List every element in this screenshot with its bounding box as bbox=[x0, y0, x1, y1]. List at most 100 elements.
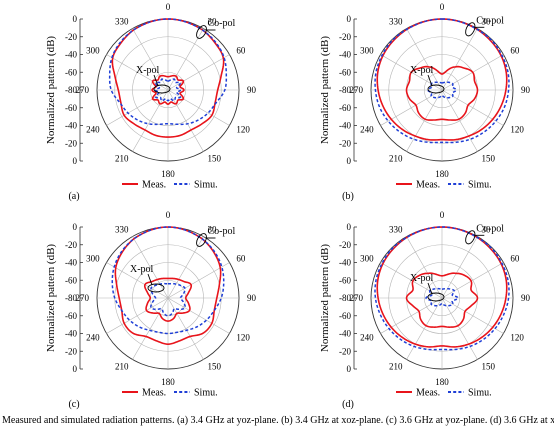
radial-tick-label: -80 bbox=[339, 85, 351, 95]
radial-tick-label: 0 bbox=[347, 14, 352, 24]
radial-tick-label: -60 bbox=[65, 103, 77, 113]
simu-x-pol-curve bbox=[154, 78, 182, 102]
x-pol-label: X-pol bbox=[410, 273, 434, 284]
radial-tick-label: -20 bbox=[339, 240, 351, 250]
radial-tick-label: -80 bbox=[65, 85, 77, 95]
grid-spoke bbox=[167, 89, 230, 126]
legend-meas-label: Meas. bbox=[416, 180, 440, 191]
radial-tick-label: -20 bbox=[339, 32, 351, 42]
co-pol-marker bbox=[465, 230, 476, 245]
grid-spoke bbox=[441, 297, 504, 334]
x-pol-label: X-pol bbox=[136, 65, 160, 76]
radial-tick-label: -60 bbox=[65, 275, 77, 285]
angle-tick-label: 180 bbox=[435, 169, 449, 179]
grid-spoke bbox=[132, 89, 169, 152]
grid-spoke bbox=[132, 297, 169, 360]
angle-tick-label: 330 bbox=[389, 17, 403, 27]
grid-spoke bbox=[441, 262, 504, 299]
angle-tick-label: 120 bbox=[236, 333, 250, 343]
radial-tick-label: -60 bbox=[65, 311, 77, 321]
angle-tick-label: 120 bbox=[510, 333, 524, 343]
co-pol-label: Co-pol bbox=[208, 226, 236, 237]
legend-meas-label: Meas. bbox=[142, 388, 166, 399]
angle-tick-label: 210 bbox=[115, 361, 129, 371]
angle-tick-label: 120 bbox=[510, 125, 524, 135]
angle-tick-label: 300 bbox=[86, 254, 100, 264]
simu-co-pol-curve bbox=[374, 18, 510, 144]
co-pol-marker bbox=[196, 25, 207, 39]
meas-x-pol-curve bbox=[405, 272, 479, 328]
co-pol-label: Co-pol bbox=[476, 223, 504, 234]
x-pol-arrow bbox=[153, 74, 159, 87]
simu-x-pol-curve bbox=[150, 282, 186, 317]
angle-tick-label: 330 bbox=[115, 17, 129, 27]
angle-tick-label: 90 bbox=[247, 85, 257, 95]
grid-spoke bbox=[167, 297, 204, 360]
radial-tick-label: -60 bbox=[339, 67, 351, 77]
grid-spoke bbox=[132, 28, 169, 91]
panel-label: (d) bbox=[342, 399, 354, 410]
radial-tick-label: 0 bbox=[347, 364, 352, 374]
angle-tick-label: 30 bbox=[482, 225, 492, 235]
grid-spoke bbox=[380, 297, 443, 334]
grid-spoke bbox=[167, 262, 230, 299]
grid-spoke bbox=[406, 89, 443, 152]
co-pol-marker bbox=[465, 22, 476, 37]
angle-tick-label: 240 bbox=[86, 125, 100, 135]
radial-tick-label: 0 bbox=[347, 156, 352, 166]
angle-tick-label: 60 bbox=[510, 46, 520, 56]
x-pol-arrow bbox=[427, 282, 433, 295]
radial-tick-label: -20 bbox=[339, 138, 351, 148]
y-axis-label: Normalized pattern (dB) bbox=[319, 36, 331, 144]
angle-tick-label: 150 bbox=[208, 153, 222, 163]
angle-tick-label: 300 bbox=[360, 254, 374, 264]
angle-tick-label: 150 bbox=[482, 153, 496, 163]
radial-tick-label: -40 bbox=[65, 329, 77, 339]
angle-tick-label: 60 bbox=[236, 46, 246, 56]
radial-tick-label: 0 bbox=[73, 222, 78, 232]
angle-tick-label: 30 bbox=[208, 225, 218, 235]
x-pol-marker bbox=[147, 283, 165, 293]
radial-tick-label: -40 bbox=[339, 258, 351, 268]
grid-spoke bbox=[441, 236, 478, 299]
angle-tick-label: 330 bbox=[389, 225, 403, 235]
x-pol-label: X-pol bbox=[130, 264, 154, 275]
y-axis-label: Normalized pattern (dB) bbox=[45, 36, 57, 144]
angle-tick-label: 150 bbox=[482, 361, 496, 371]
legend-simu-label: Simu. bbox=[194, 180, 218, 191]
panel-c: 03060901201501802102402703003300-20-40-6… bbox=[45, 210, 257, 410]
x-pol-marker bbox=[427, 84, 445, 94]
grid-spoke bbox=[441, 89, 478, 152]
x-pol-arrow bbox=[427, 74, 433, 87]
panel-label: (a) bbox=[68, 191, 79, 202]
radial-tick-label: -60 bbox=[65, 67, 77, 77]
panel-d: 03060901201501802102402703003300-20-40-6… bbox=[319, 210, 531, 410]
radial-tick-label: -20 bbox=[339, 346, 351, 356]
angle-tick-label: 90 bbox=[521, 293, 531, 303]
radial-tick-label: -80 bbox=[339, 293, 351, 303]
radial-tick-label: -20 bbox=[65, 138, 77, 148]
figure-caption: Measured and simulated radiation pattern… bbox=[2, 415, 554, 426]
radial-tick-label: 0 bbox=[73, 14, 78, 24]
y-axis-label: Normalized pattern (dB) bbox=[319, 244, 331, 352]
panel-a: 03060901201501802102402703003300-20-40-6… bbox=[45, 2, 257, 202]
angle-tick-label: 150 bbox=[208, 361, 222, 371]
radial-tick-label: -20 bbox=[65, 32, 77, 42]
radial-tick-label: -80 bbox=[65, 293, 77, 303]
radial-tick-label: -40 bbox=[339, 121, 351, 131]
simu-co-pol-curve bbox=[374, 226, 510, 351]
angle-tick-label: 180 bbox=[161, 377, 175, 387]
radial-tick-label: -40 bbox=[65, 258, 77, 268]
angle-tick-label: 180 bbox=[435, 377, 449, 387]
angle-tick-label: 120 bbox=[236, 125, 250, 135]
grid-spoke bbox=[167, 297, 230, 334]
simu-x-pol-curve bbox=[425, 287, 459, 307]
meas-co-pol-curve bbox=[376, 18, 508, 141]
angle-tick-label: 30 bbox=[482, 17, 492, 27]
panel-label: (b) bbox=[342, 191, 354, 202]
angle-tick-label: 300 bbox=[360, 46, 374, 56]
legend-simu-label: Simu. bbox=[194, 388, 218, 399]
radial-tick-label: -60 bbox=[339, 103, 351, 113]
meas-x-pol-curve bbox=[405, 65, 479, 121]
